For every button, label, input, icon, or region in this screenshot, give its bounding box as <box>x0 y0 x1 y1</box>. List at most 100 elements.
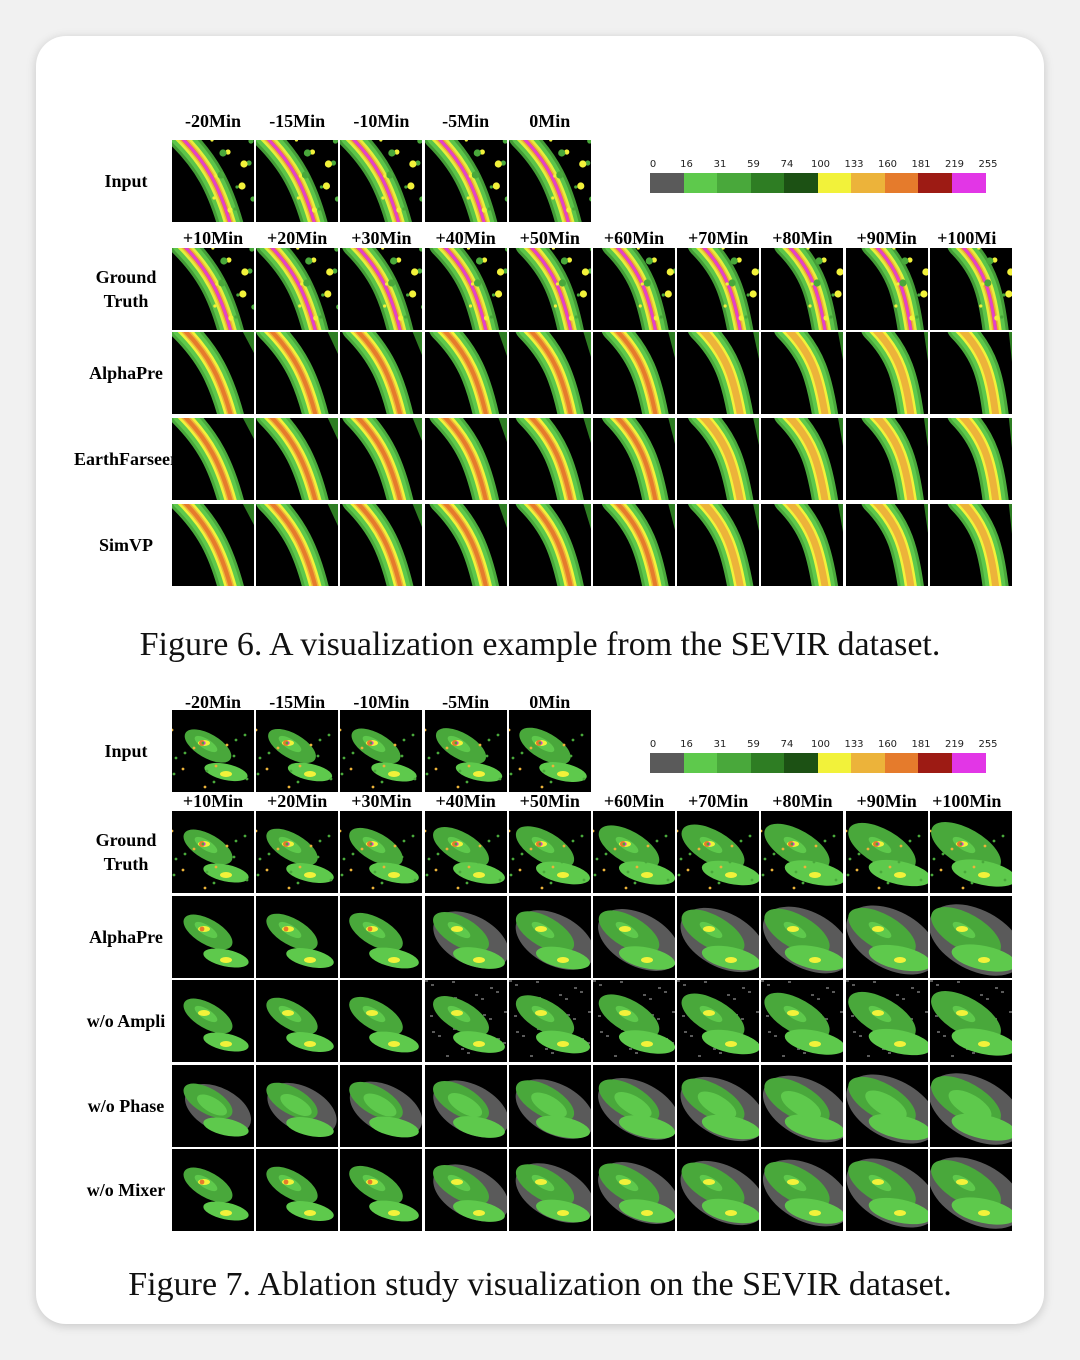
colorbar-tick: 219 <box>944 159 965 170</box>
radar-image <box>515 1163 591 1223</box>
colorbar-swatch <box>784 753 818 773</box>
f7-panel <box>424 1065 507 1147</box>
time-label-input: -10Min <box>353 692 410 712</box>
time-label-output: +90Min <box>856 228 917 248</box>
radar-image <box>266 1082 337 1137</box>
f6-panel <box>340 140 423 222</box>
radar-image <box>515 910 591 970</box>
f7-panel <box>677 1149 760 1231</box>
time-label-output: +50Min <box>519 228 580 248</box>
radar-image <box>172 504 254 586</box>
f7-panel <box>929 1065 1012 1147</box>
radar-image <box>845 1158 928 1228</box>
f6-panel <box>929 418 1012 500</box>
colorbar-swatch <box>650 753 684 773</box>
radar-image <box>929 1073 1012 1145</box>
radar-image <box>598 909 675 971</box>
colorbar-swatch <box>851 173 885 193</box>
radar-image <box>266 913 334 968</box>
colorbar-swatch <box>650 173 684 193</box>
colorbar-tick: 31 <box>713 159 727 170</box>
f7-panel <box>172 896 254 978</box>
radar-image <box>774 418 844 500</box>
time-label-output: +60Min <box>603 228 665 248</box>
f6-panel <box>677 248 760 330</box>
f6-panel <box>677 418 760 500</box>
radar-image <box>677 824 760 890</box>
f7-panel <box>761 811 844 893</box>
time-label-input: -15Min <box>269 692 326 712</box>
radar-image <box>677 980 760 1057</box>
radar-image <box>183 1167 249 1221</box>
radar-image <box>861 418 928 500</box>
colorbar-tick: 255 <box>978 739 998 750</box>
radar-image <box>763 906 844 974</box>
f7-panel <box>593 896 675 978</box>
radar-image <box>342 248 423 330</box>
f6-panel <box>172 140 254 222</box>
figure-7-caption: Figure 7. Ablation study visualization o… <box>128 1266 952 1303</box>
colorbar-tick: 181 <box>911 739 931 750</box>
f6-panel <box>508 248 591 330</box>
radar-image <box>340 140 423 222</box>
row-label: EarthFarseer <box>74 449 178 469</box>
radar-image <box>598 1078 675 1140</box>
f7-panel <box>929 896 1012 978</box>
radar-image <box>256 248 339 330</box>
radar-image <box>432 1080 507 1138</box>
f6-panel <box>929 332 1012 414</box>
time-label-output: +10Min <box>182 228 244 248</box>
radar-image <box>947 418 1012 500</box>
f6-panel <box>508 140 591 222</box>
f6-panel <box>761 418 844 500</box>
radar-image <box>515 1079 591 1139</box>
radar-image <box>183 998 249 1052</box>
f7-panel <box>424 896 507 978</box>
f7-panel <box>172 710 254 792</box>
radar-image <box>845 822 928 890</box>
radar-image <box>593 980 675 1057</box>
radar-image <box>861 332 928 414</box>
f6-panel <box>256 418 339 500</box>
f7-panel <box>845 811 928 893</box>
colorbar-swatch <box>717 753 751 773</box>
f7-panel <box>508 896 591 978</box>
f7-panel <box>845 1065 928 1147</box>
time-label-input: 0Min <box>529 111 571 131</box>
f7-panel <box>761 1149 844 1231</box>
f7-panel <box>340 980 423 1062</box>
radar-image <box>429 248 507 330</box>
f6-panel <box>256 140 339 222</box>
radar-image <box>342 418 423 500</box>
radar-image <box>340 827 420 890</box>
colorbar-swatch <box>918 173 952 193</box>
time-label-output: +70Min <box>688 228 749 248</box>
radar-image <box>183 914 249 968</box>
radar-image <box>929 822 1012 890</box>
f6-panel <box>508 418 591 500</box>
colorbar-tick: 16 <box>680 739 693 750</box>
radar-image <box>680 907 760 973</box>
f7-panel <box>508 811 591 893</box>
radar-image <box>508 980 591 1057</box>
colorbar-swatch <box>683 173 718 193</box>
radar-image <box>601 504 675 586</box>
time-label-output: +40Min <box>435 791 496 811</box>
radar-image <box>929 1157 1012 1229</box>
row-label: SimVP <box>99 535 153 555</box>
f7-panel <box>508 1149 591 1231</box>
radar-image <box>601 332 675 414</box>
radar-image <box>845 905 928 975</box>
time-label-output: +20Min <box>267 791 328 811</box>
colorbar-swatch <box>750 753 785 773</box>
radar-image <box>172 140 254 222</box>
radar-image <box>429 332 507 414</box>
f7-panel <box>593 980 675 1062</box>
f7-panel <box>340 1065 423 1147</box>
colorbar: 0 16 31 59 74 100 133 160 181 219 255 <box>650 739 998 773</box>
f7-panel <box>593 811 675 893</box>
f6-panel <box>761 248 844 330</box>
f6-panel <box>593 418 675 500</box>
time-label-output: +80Min <box>772 228 833 248</box>
colorbar-tick: 0 <box>649 739 657 750</box>
